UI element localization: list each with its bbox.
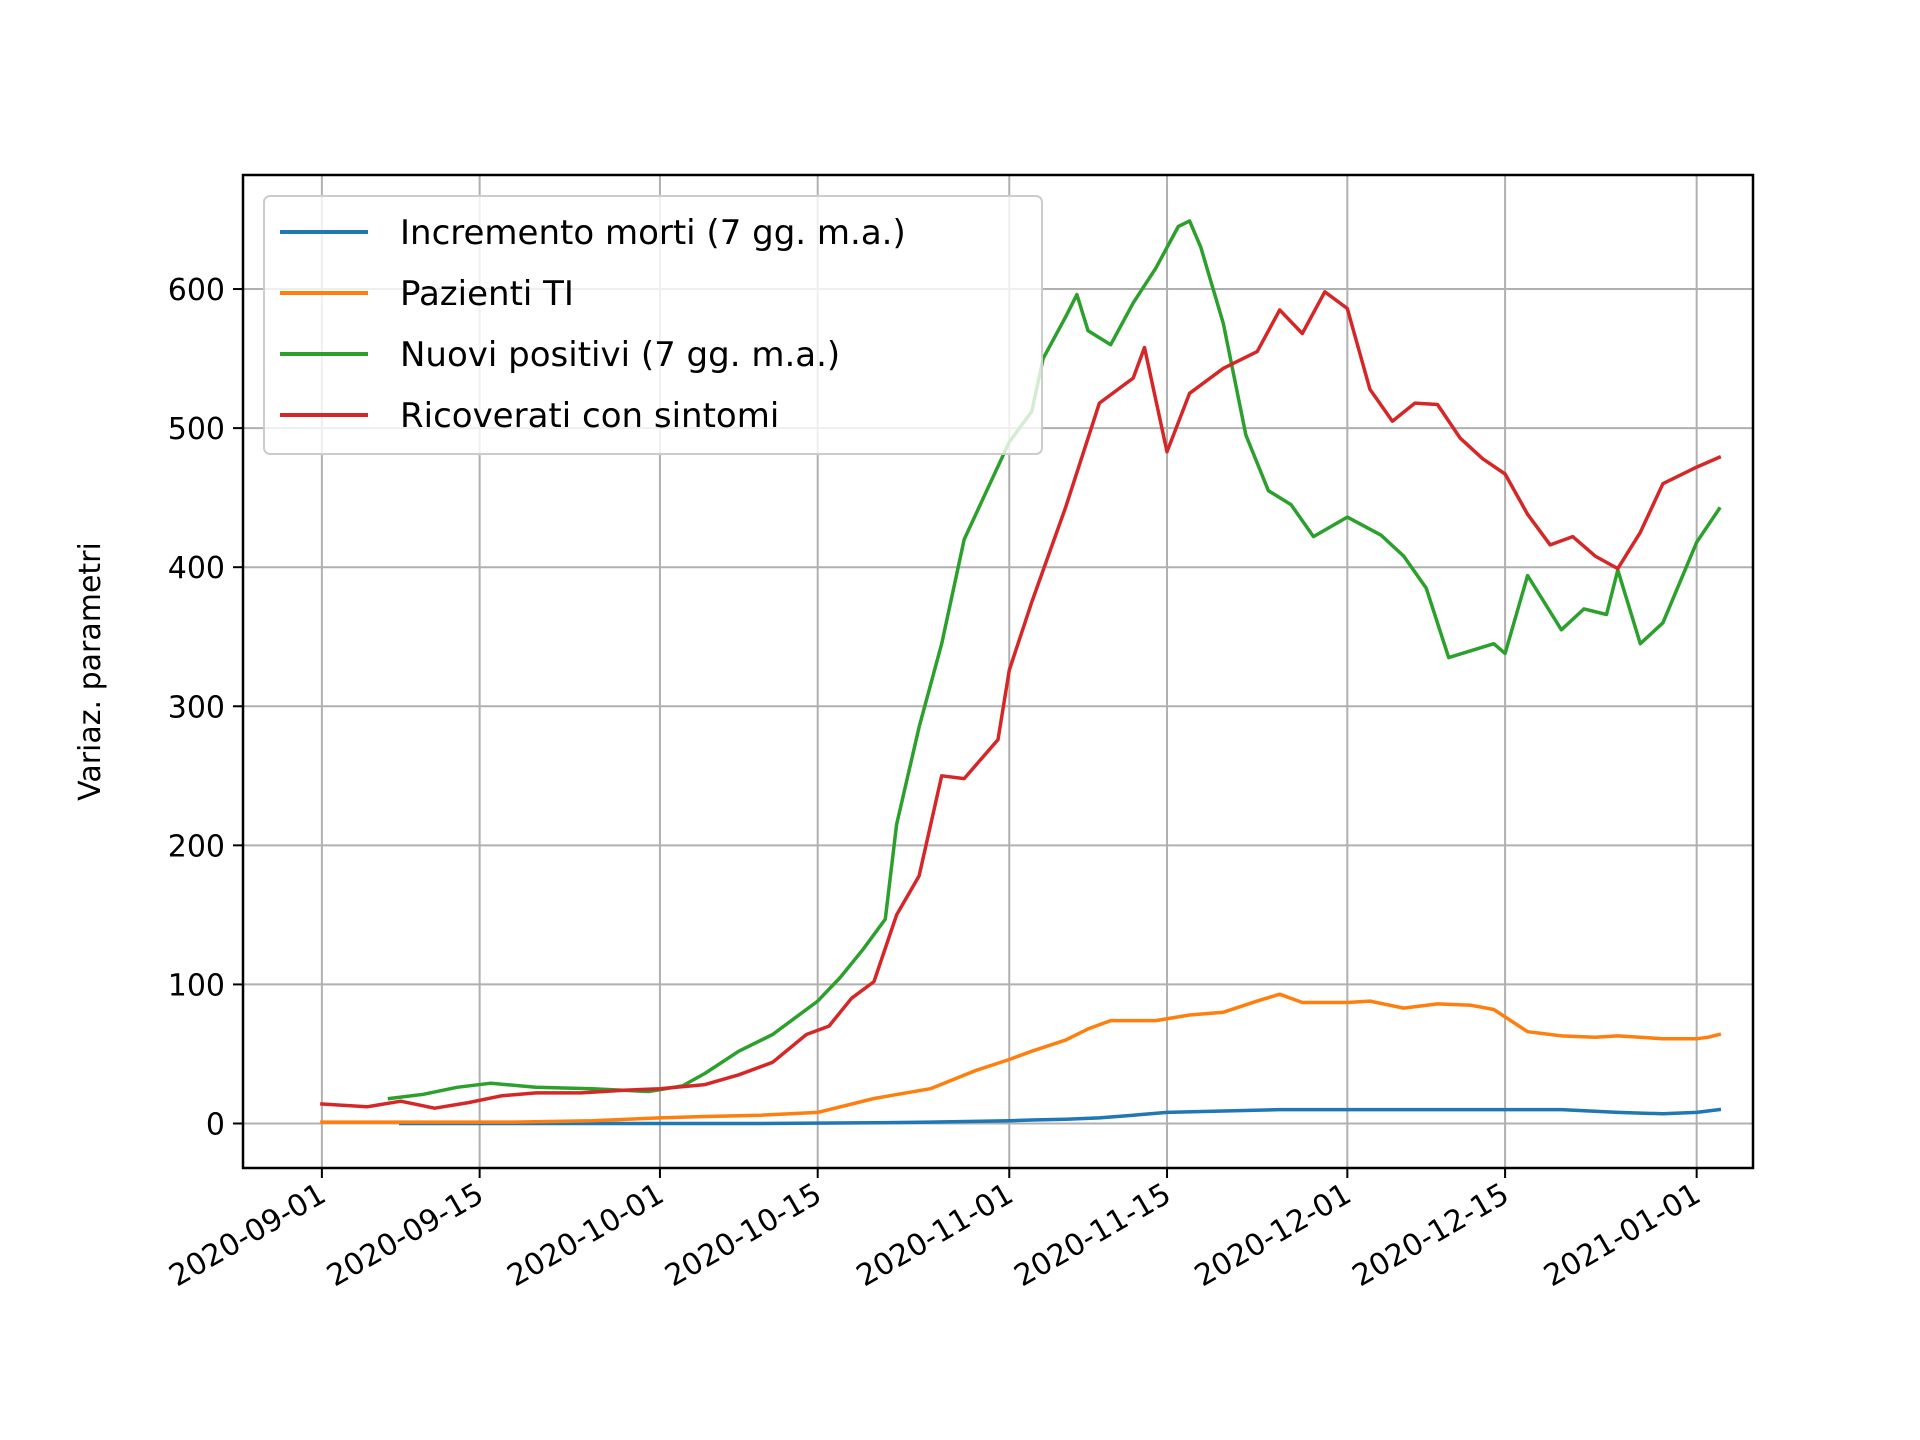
plot-frame bbox=[241, 173, 1755, 1170]
y-tick-label: 0 bbox=[206, 1107, 225, 1142]
legend-entry-label: Ricoverati con sintomi bbox=[400, 396, 779, 436]
y-axis-label: Variaz. parametri bbox=[73, 542, 108, 801]
y-tick-label: 500 bbox=[168, 412, 225, 447]
legend-box bbox=[263, 195, 1043, 455]
legend-entry-label: Nuovi positivi (7 gg. m.a.) bbox=[400, 335, 840, 375]
y-tick-label: 200 bbox=[168, 829, 225, 864]
legend-entry-label: Pazienti TI bbox=[400, 274, 574, 314]
y-tick-label: 600 bbox=[168, 273, 225, 308]
series-line-1 bbox=[320, 992, 1722, 1124]
legend-entry-label: Incremento morti (7 gg. m.a.) bbox=[400, 213, 906, 253]
y-tick-label: 100 bbox=[168, 968, 225, 1003]
series-line-3 bbox=[320, 290, 1722, 1110]
series-lines bbox=[320, 219, 1722, 1126]
y-tick-label: 400 bbox=[168, 551, 225, 586]
series-line-0 bbox=[399, 1107, 1722, 1126]
series-line-2 bbox=[387, 219, 1722, 1101]
y-tick-label: 300 bbox=[168, 690, 225, 725]
legend: Incremento morti (7 gg. m.a.) Pazienti TI… bbox=[263, 195, 1043, 455]
